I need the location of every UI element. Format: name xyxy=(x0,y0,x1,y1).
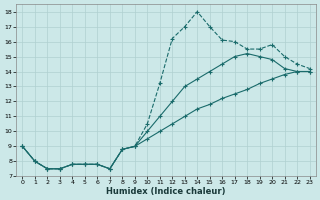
X-axis label: Humidex (Indice chaleur): Humidex (Indice chaleur) xyxy=(106,187,226,196)
